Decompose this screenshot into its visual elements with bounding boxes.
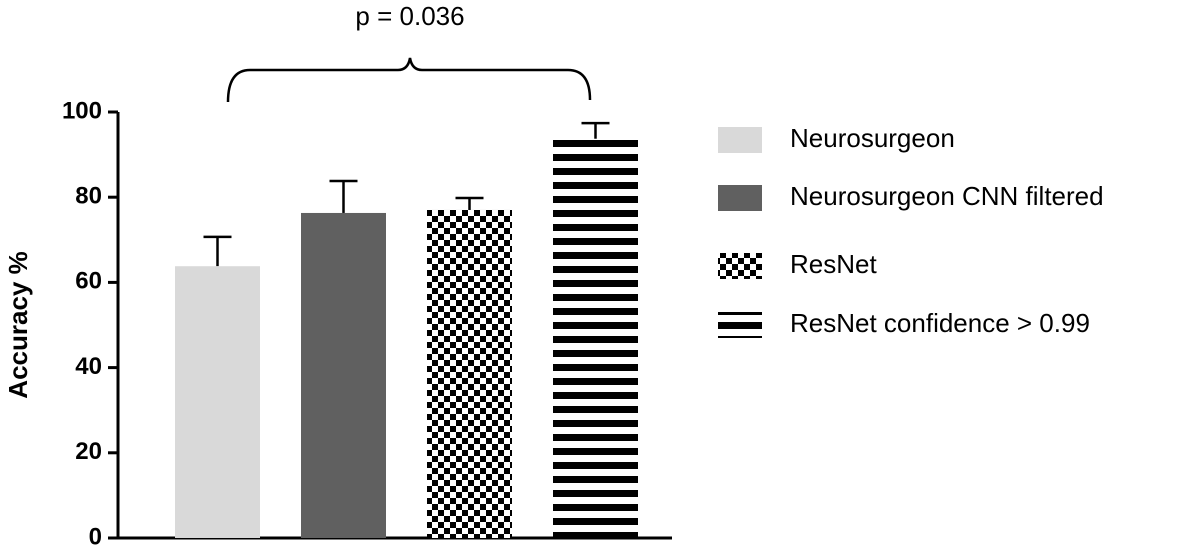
legend-label: Neurosurgeon <box>790 123 955 153</box>
legend-label: ResNet <box>790 249 877 279</box>
y-tick-label: 60 <box>75 268 102 295</box>
bar <box>175 266 260 538</box>
y-tick-label: 80 <box>75 183 102 210</box>
y-tick-label: 40 <box>75 353 102 380</box>
bar <box>553 138 638 538</box>
legend-swatch <box>718 127 762 153</box>
legend-swatch <box>718 312 762 338</box>
annotation: p = 0.036 <box>355 1 464 31</box>
y-tick-label: 20 <box>75 438 102 465</box>
significance-bracket <box>226 57 592 103</box>
bar <box>301 212 386 538</box>
bar <box>427 209 512 539</box>
legend-label: ResNet confidence > 0.99 <box>790 308 1090 338</box>
legend-label: Neurosurgeon CNN filtered <box>790 181 1104 211</box>
legend-swatch <box>718 185 762 211</box>
y-axis-label: Accuracy % <box>3 251 33 398</box>
legend-swatch <box>718 253 762 279</box>
y-tick-label: 100 <box>62 97 102 124</box>
y-tick-label: 0 <box>89 523 102 548</box>
